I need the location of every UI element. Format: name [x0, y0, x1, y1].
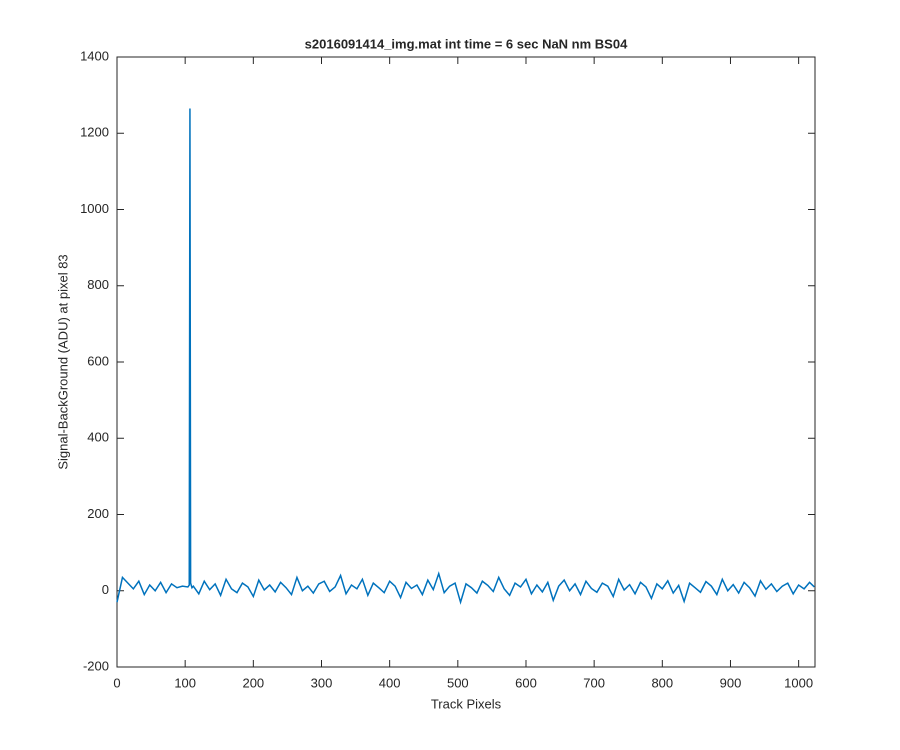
y-tick-label: 800	[87, 277, 109, 292]
x-tick-label: 600	[515, 675, 537, 690]
x-tick-label: 300	[311, 675, 333, 690]
plot-box	[116, 56, 816, 668]
y-tick-label: 1000	[80, 201, 109, 216]
y-tick-label: 0	[102, 582, 109, 597]
x-tick-label: 1000	[784, 675, 813, 690]
y-tick-label: 600	[87, 353, 109, 368]
y-tick-label: 1400	[80, 48, 109, 63]
x-tick-label: 800	[651, 675, 673, 690]
y-tick-label: 400	[87, 430, 109, 445]
x-tick-label: 500	[447, 675, 469, 690]
y-tick-label: 1200	[80, 125, 109, 140]
x-tick-label: 0	[113, 675, 120, 690]
x-tick-label: 900	[720, 675, 742, 690]
x-axis-label: Track Pixels	[431, 696, 502, 711]
x-tick-label: 200	[242, 675, 264, 690]
y-axis-label: Signal-BackGround (ADU) at pixel 83	[55, 254, 70, 469]
x-tick-label: 700	[583, 675, 605, 690]
x-tick-label: 400	[379, 675, 401, 690]
data-line	[116, 108, 815, 605]
chart-title: s2016091414_img.mat int time = 6 sec NaN…	[305, 36, 628, 51]
y-tick-label: -200	[83, 658, 109, 673]
x-tick-label: 100	[174, 675, 196, 690]
y-tick-label: 200	[87, 506, 109, 521]
